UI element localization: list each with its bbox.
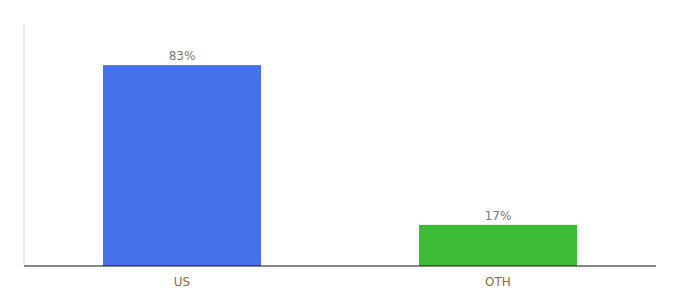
bar <box>419 225 577 266</box>
data-label: 17% <box>485 209 512 223</box>
data-label: 83% <box>169 49 196 63</box>
x-tick-label: US <box>174 275 190 289</box>
bar <box>103 65 261 266</box>
y-axis-line <box>24 24 25 266</box>
x-axis-line <box>24 265 656 266</box>
x-tick-label: OTH <box>485 275 511 289</box>
chart-container: 83% 17% US OTH <box>0 0 680 300</box>
chart-svg: 83% 17% US OTH <box>0 0 680 300</box>
bars <box>103 65 577 266</box>
